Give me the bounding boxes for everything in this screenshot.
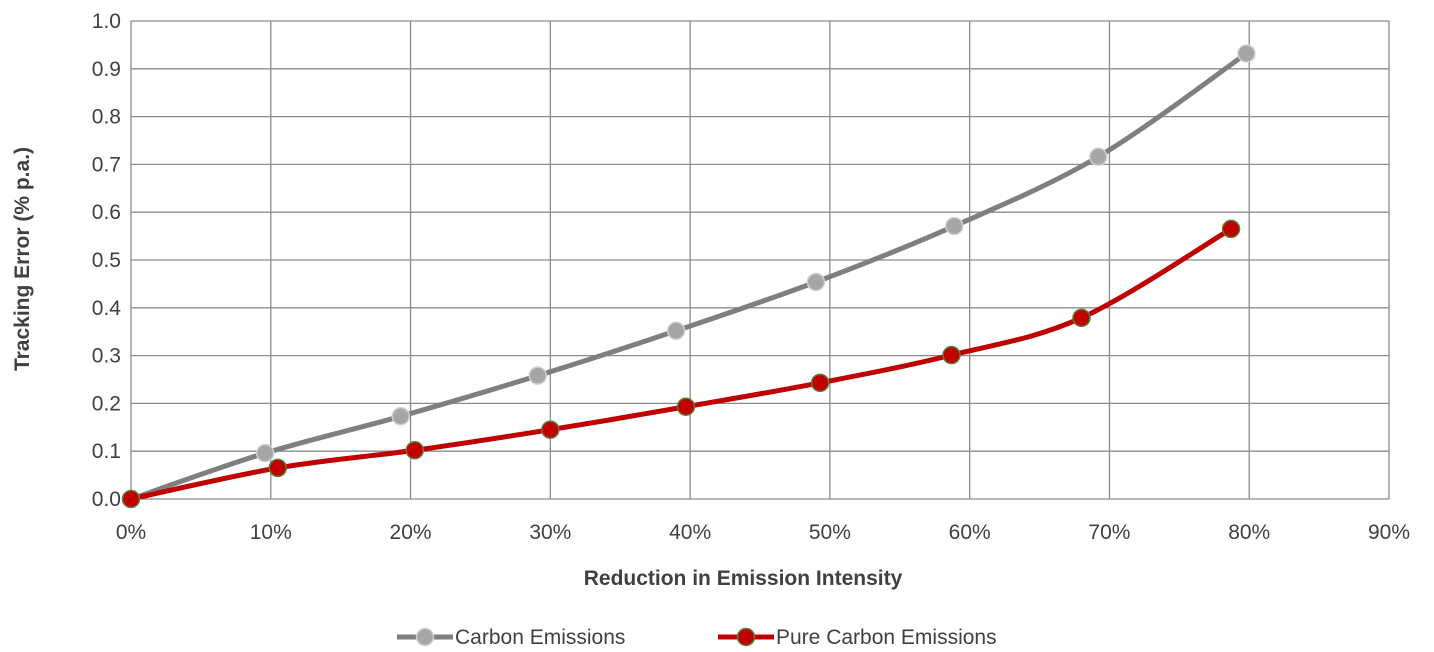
series-line-carbon-emissions xyxy=(128,51,1249,502)
legend-marker-carbon-emissions xyxy=(415,627,435,647)
series-line-pure-carbon-emissions xyxy=(128,226,1234,502)
y-tick-label: 0.7 xyxy=(92,153,121,176)
x-tick-label: 90% xyxy=(1368,521,1410,544)
y-tick-label: 0.3 xyxy=(92,345,121,368)
grid-lines xyxy=(130,20,1390,500)
data-point-pure-carbon-emissions xyxy=(1072,308,1091,328)
y-tick-label: 0.9 xyxy=(92,58,121,81)
x-tick-label: 0% xyxy=(116,521,146,544)
data-point-pure-carbon-emissions xyxy=(942,345,961,365)
x-axis-title: Reduction in Emission Intensity xyxy=(584,567,903,590)
x-tick-label: 60% xyxy=(949,521,991,544)
x-tick-label: 30% xyxy=(529,521,571,544)
data-point-carbon-emissions xyxy=(528,366,548,385)
series-markers xyxy=(121,44,1256,509)
data-point-pure-carbon-emissions xyxy=(1221,219,1241,239)
data-point-pure-carbon-emissions xyxy=(268,458,288,478)
y-tick-label: 0.6 xyxy=(92,201,121,224)
data-point-carbon-emissions xyxy=(806,272,826,292)
y-tick-label: 0.4 xyxy=(92,297,122,320)
x-tick-label: 70% xyxy=(1088,521,1130,544)
data-point-carbon-emissions xyxy=(945,216,964,236)
data-point-pure-carbon-emissions xyxy=(541,420,560,439)
x-tick-label: 40% xyxy=(669,521,711,544)
y-tick-label: 0.5 xyxy=(92,249,121,272)
data-point-carbon-emissions xyxy=(391,407,411,426)
y-tick-label: 1.0 xyxy=(92,10,121,33)
data-point-pure-carbon-emissions xyxy=(810,373,830,393)
data-point-pure-carbon-emissions xyxy=(121,489,141,509)
y-axis-title: Tracking Error (% p.a.) xyxy=(11,147,34,371)
x-tick-label: 20% xyxy=(390,521,432,544)
y-tick-label: 0.8 xyxy=(92,106,121,129)
x-axis-tick-labels: 0% 10% 20% 30% 40% 50% 60% 70% 80% 90% xyxy=(116,521,1410,544)
data-point-carbon-emissions xyxy=(666,321,686,340)
y-tick-label: 0.2 xyxy=(92,392,121,415)
y-tick-label: 0.0 xyxy=(92,488,121,511)
y-axis-tick-labels: 0.0 0.1 0.2 0.3 0.4 0.5 0.6 0.7 0.8 0.9 1.0 xyxy=(92,10,122,511)
data-point-pure-carbon-emissions xyxy=(676,397,696,416)
data-point-pure-carbon-emissions xyxy=(405,440,424,460)
data-point-carbon-emissions xyxy=(255,443,275,463)
series-lines xyxy=(128,51,1249,502)
y-tick-label: 0.1 xyxy=(92,440,121,463)
legend-label-pure-carbon-emissions: Pure Carbon Emissions xyxy=(776,626,997,649)
data-point-carbon-emissions xyxy=(1237,44,1256,63)
x-tick-label: 10% xyxy=(250,521,292,544)
legend: Carbon Emissions Pure Carbon Emissions xyxy=(397,626,997,649)
legend-label-carbon-emissions: Carbon Emissions xyxy=(455,626,625,649)
x-tick-label: 50% xyxy=(809,521,851,544)
legend-marker-pure-carbon-emissions xyxy=(736,627,756,647)
x-tick-label: 80% xyxy=(1228,521,1270,544)
data-point-carbon-emissions xyxy=(1089,147,1108,167)
